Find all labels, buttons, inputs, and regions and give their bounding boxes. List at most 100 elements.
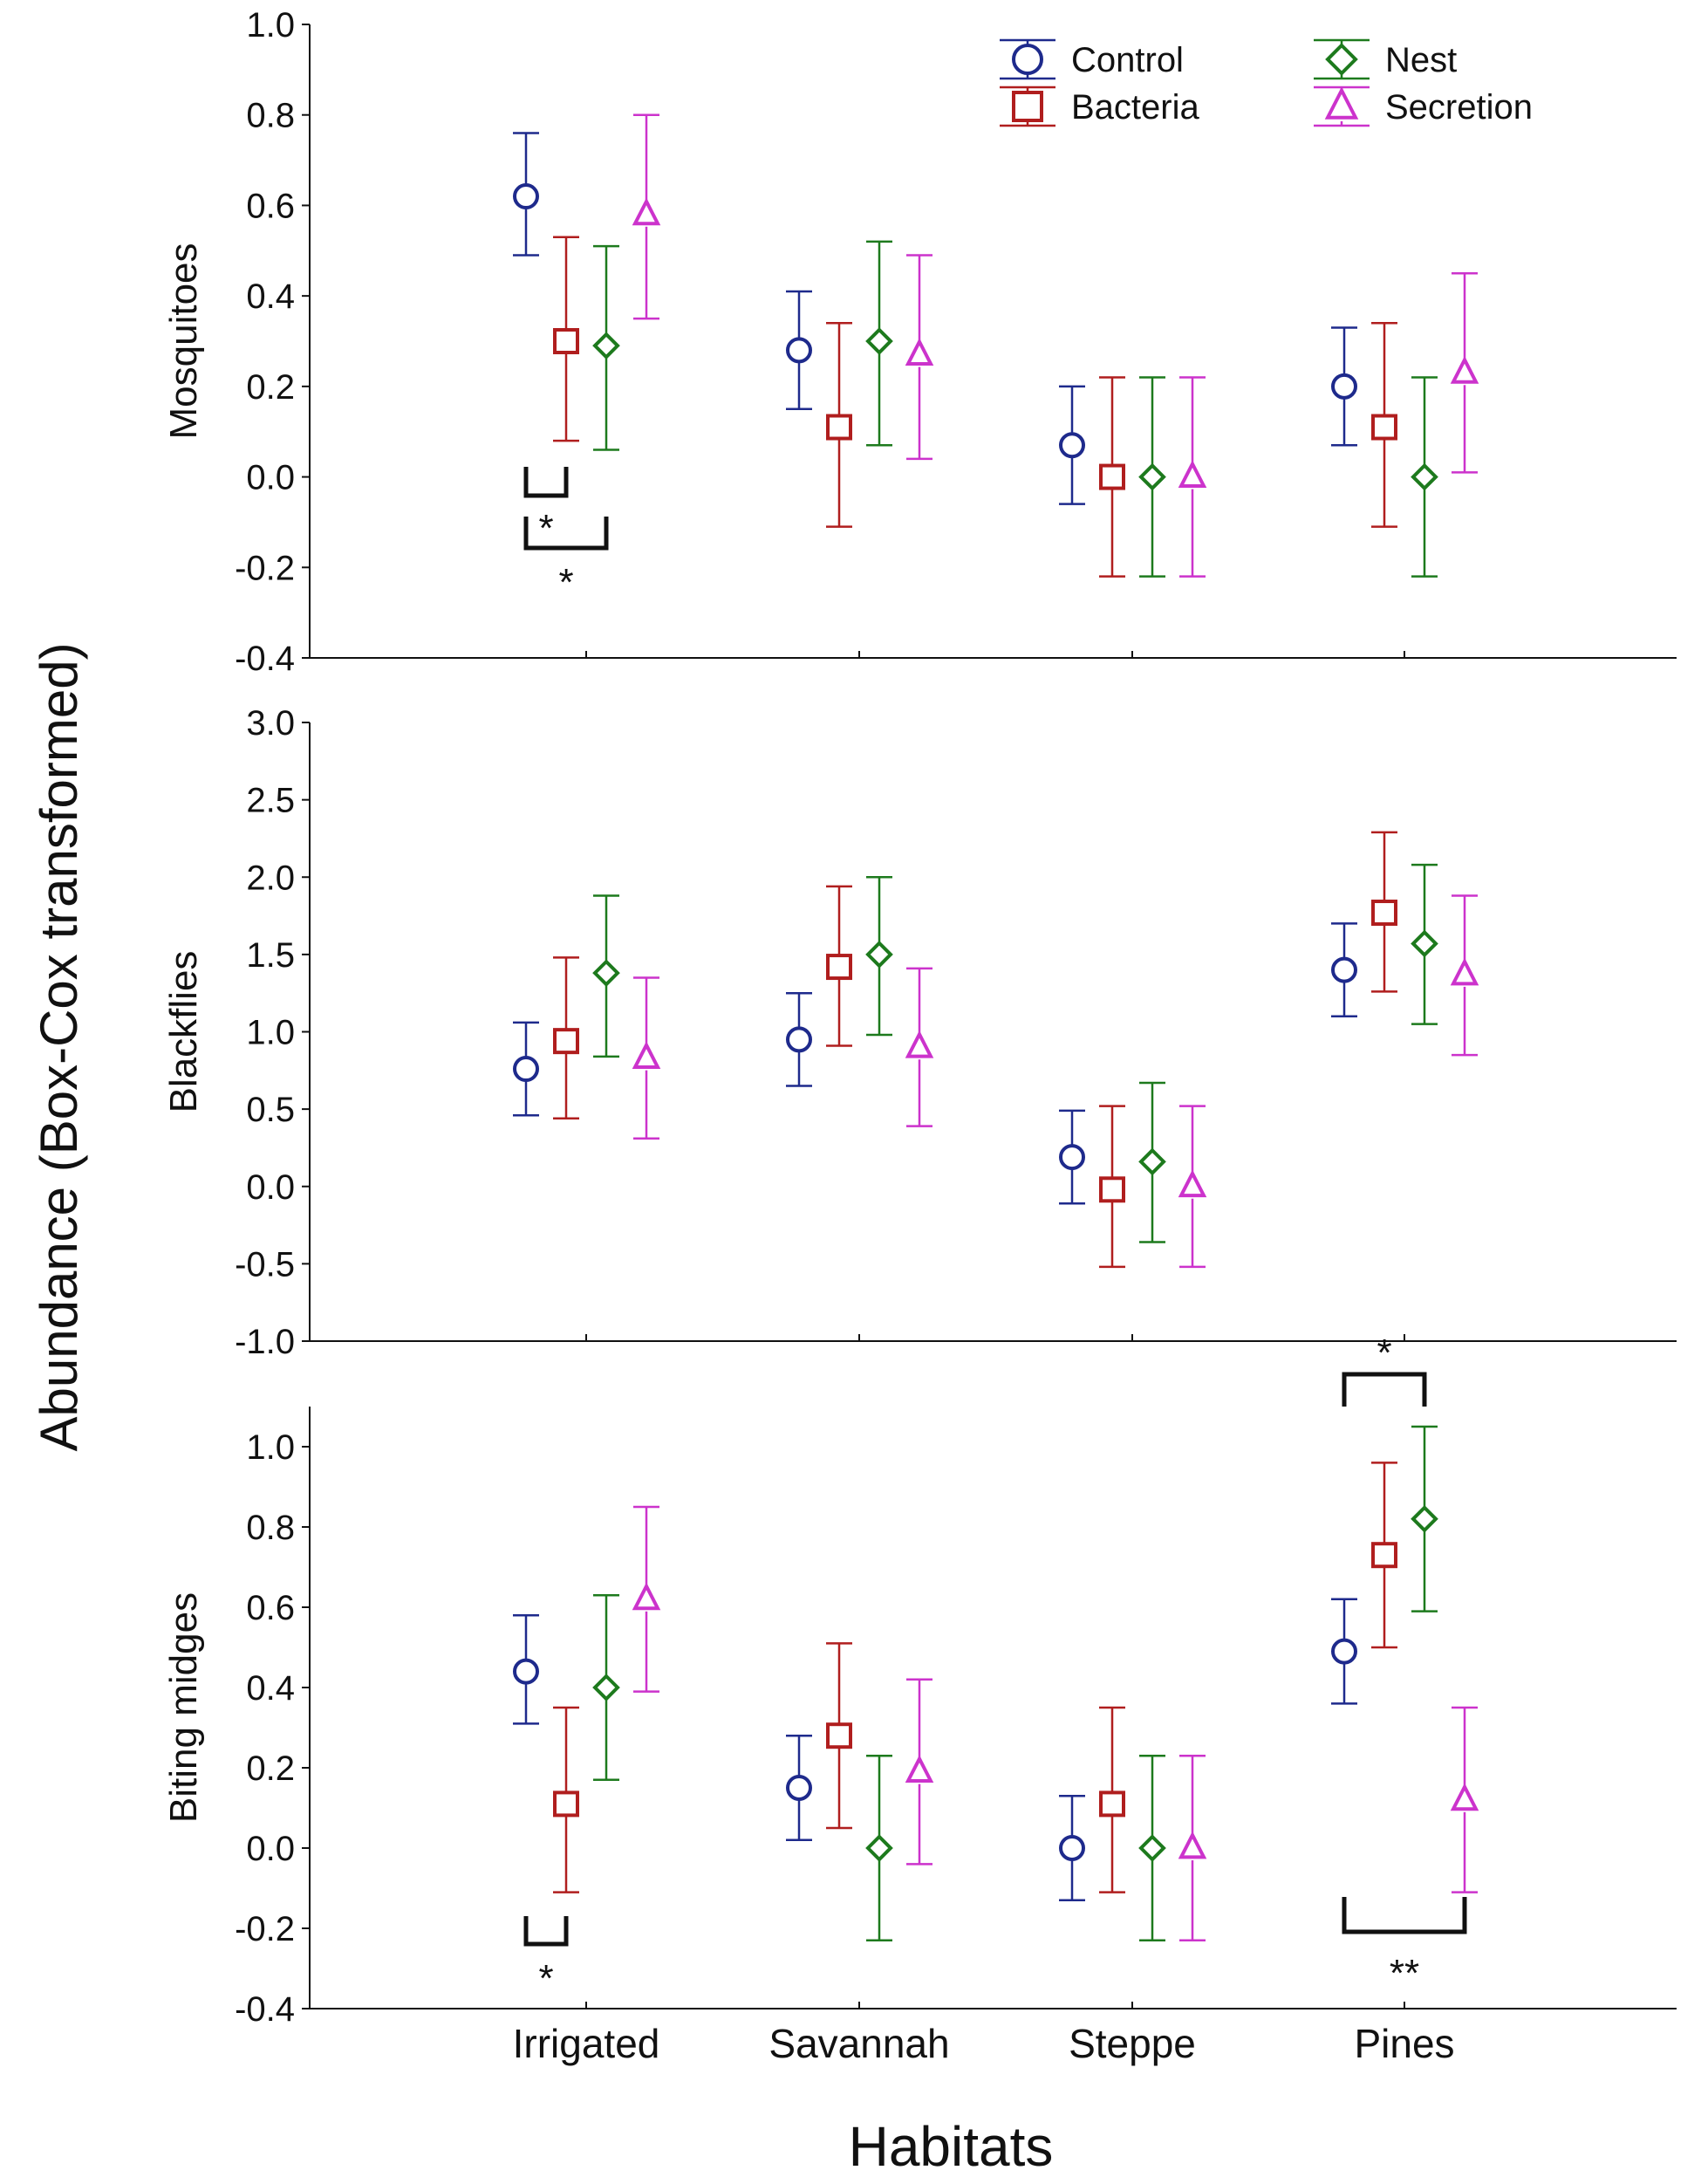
- marker-background: [827, 1723, 851, 1749]
- y-tick-label: 0.0: [246, 1830, 295, 1868]
- data-point-secretion: [632, 197, 661, 226]
- legend-label: Bacteria: [1071, 88, 1199, 127]
- data-point-bacteria: [826, 414, 852, 441]
- marker-background: [1140, 464, 1165, 490]
- data-point-secretion: [1178, 1169, 1207, 1198]
- panel-biting-midges: -0.4 -0.2 0.0 0.2 0.4 0.6 0.8 1.0 Biting midges *…: [162, 1332, 1677, 2029]
- data-point-bacteria: [1099, 1176, 1125, 1203]
- x-category-label-savannah: Savannah: [769, 2021, 949, 2066]
- y-tick-label: 0.8: [246, 97, 295, 135]
- y-tick-label: -0.2: [235, 549, 295, 587]
- data-point-nest: [865, 1834, 893, 1862]
- marker-background: [1100, 1177, 1124, 1202]
- legend-marker-secretion: [1324, 86, 1359, 120]
- data-point-secretion: [632, 1041, 661, 1070]
- significance-marker: *: [523, 1916, 569, 2000]
- legend-marker-background: [1013, 92, 1042, 121]
- data-point-control: [1331, 373, 1357, 400]
- data-point-bacteria: [1099, 463, 1125, 490]
- data-point-secretion: [1450, 957, 1479, 986]
- y-tick-label: -0.5: [235, 1245, 295, 1284]
- data-point-secretion: [1178, 460, 1207, 488]
- legend-marker-bacteria: [1012, 91, 1043, 122]
- significance-star: *: [1377, 1332, 1391, 1374]
- y-tick-label: 0.0: [246, 1168, 295, 1207]
- data-point-control: [1331, 1638, 1357, 1665]
- legend-entry-secretion: Secretion: [1314, 86, 1533, 127]
- panels: -0.4-0.20.00.20.40.60.81.0Mosquitoes**-1…: [162, 6, 1677, 2029]
- data-point-nest: [1411, 929, 1438, 958]
- y-tick-label: 0.4: [246, 1669, 295, 1708]
- significance-bracket: [523, 1916, 569, 1947]
- legend-entry-control: Control: [1000, 38, 1184, 80]
- data-point-bacteria: [1371, 414, 1397, 441]
- data-point-nest: [592, 332, 620, 360]
- series-nest: [592, 1425, 1438, 1942]
- data-point-control: [1331, 956, 1357, 983]
- marker-background: [594, 333, 618, 359]
- series-control: [513, 1598, 1357, 1902]
- data-point-secretion: [632, 1582, 661, 1611]
- y-tick-label: -0.4: [235, 1990, 295, 2029]
- y-tick-label: 0.8: [246, 1509, 295, 1547]
- data-point-control: [786, 1775, 812, 1801]
- data-point-nest: [592, 959, 620, 987]
- data-point-secretion: [905, 338, 934, 366]
- y-tick-label: -0.2: [235, 1910, 295, 1948]
- marker-background: [1372, 414, 1397, 440]
- legend-entry-bacteria: Bacteria: [1000, 86, 1199, 127]
- y-tick-label: 1.0: [246, 1428, 295, 1467]
- data-point-nest: [1138, 1147, 1166, 1176]
- y-tick-label: 0.6: [246, 187, 295, 225]
- data-point-control: [786, 337, 812, 364]
- legend-marker-control: [1012, 44, 1043, 75]
- panel-y-axis-label: Biting midges: [162, 1592, 205, 1823]
- series-control: [513, 132, 1357, 505]
- series-bacteria: [553, 236, 1397, 578]
- data-point-control: [513, 1658, 539, 1685]
- figure-x-axis-label: Habitats: [849, 2115, 1054, 2178]
- legend: Control Bacteria Nest Secretion: [1000, 38, 1533, 127]
- legend-label: Nest: [1385, 41, 1457, 79]
- y-tick-label: 2.0: [246, 859, 295, 897]
- series-nest: [592, 863, 1438, 1243]
- data-point-secretion: [905, 1030, 934, 1058]
- x-category-labels: Irrigated Savannah Steppe Pines: [513, 2021, 1455, 2066]
- data-point-nest: [1138, 1834, 1166, 1862]
- marker-background: [1372, 900, 1397, 926]
- series-nest: [592, 240, 1438, 578]
- legend-label: Control: [1071, 41, 1184, 79]
- data-point-secretion: [905, 1755, 934, 1783]
- marker-background: [1372, 1543, 1397, 1568]
- data-point-bacteria: [826, 1722, 852, 1749]
- marker-background: [554, 1791, 578, 1817]
- marker-background: [1412, 1506, 1437, 1531]
- marker-background: [1100, 464, 1124, 490]
- data-point-nest: [592, 1674, 620, 1701]
- figure-y-axis-label: Abundance (Box-Cox transformed): [30, 642, 88, 1451]
- marker-background: [867, 1836, 891, 1860]
- x-category-label-irrigated: Irrigated: [513, 2021, 660, 2066]
- data-point-bacteria: [553, 1028, 579, 1055]
- data-point-bacteria: [553, 1790, 579, 1818]
- y-tick-label: -1.0: [235, 1323, 295, 1361]
- panel-y-axis-label: Blackflies: [162, 951, 205, 1113]
- significance-star: **: [1390, 1952, 1419, 1995]
- data-point-bacteria: [1371, 900, 1397, 927]
- data-point-nest: [1411, 1504, 1438, 1533]
- marker-background: [827, 414, 851, 440]
- data-point-secretion: [1450, 355, 1479, 384]
- y-tick-label: -0.4: [235, 640, 295, 678]
- significance-bracket: [1342, 1372, 1427, 1407]
- data-point-control: [513, 1056, 539, 1083]
- data-point-nest: [1138, 462, 1166, 491]
- marker-background: [1140, 1836, 1165, 1860]
- panel-mosquitoes: -0.4 -0.2 0.0 0.2 0.4 0.6 0.8 1.0 Mosquitoes **: [162, 6, 1677, 678]
- y-tick-label: 0.2: [246, 368, 295, 407]
- series-secretion: [632, 1505, 1479, 1942]
- y-tick-label: 3.0: [246, 704, 295, 743]
- x-category-label-steppe: Steppe: [1069, 2021, 1196, 2066]
- marker-background: [1412, 464, 1437, 490]
- series-control: [513, 922, 1357, 1205]
